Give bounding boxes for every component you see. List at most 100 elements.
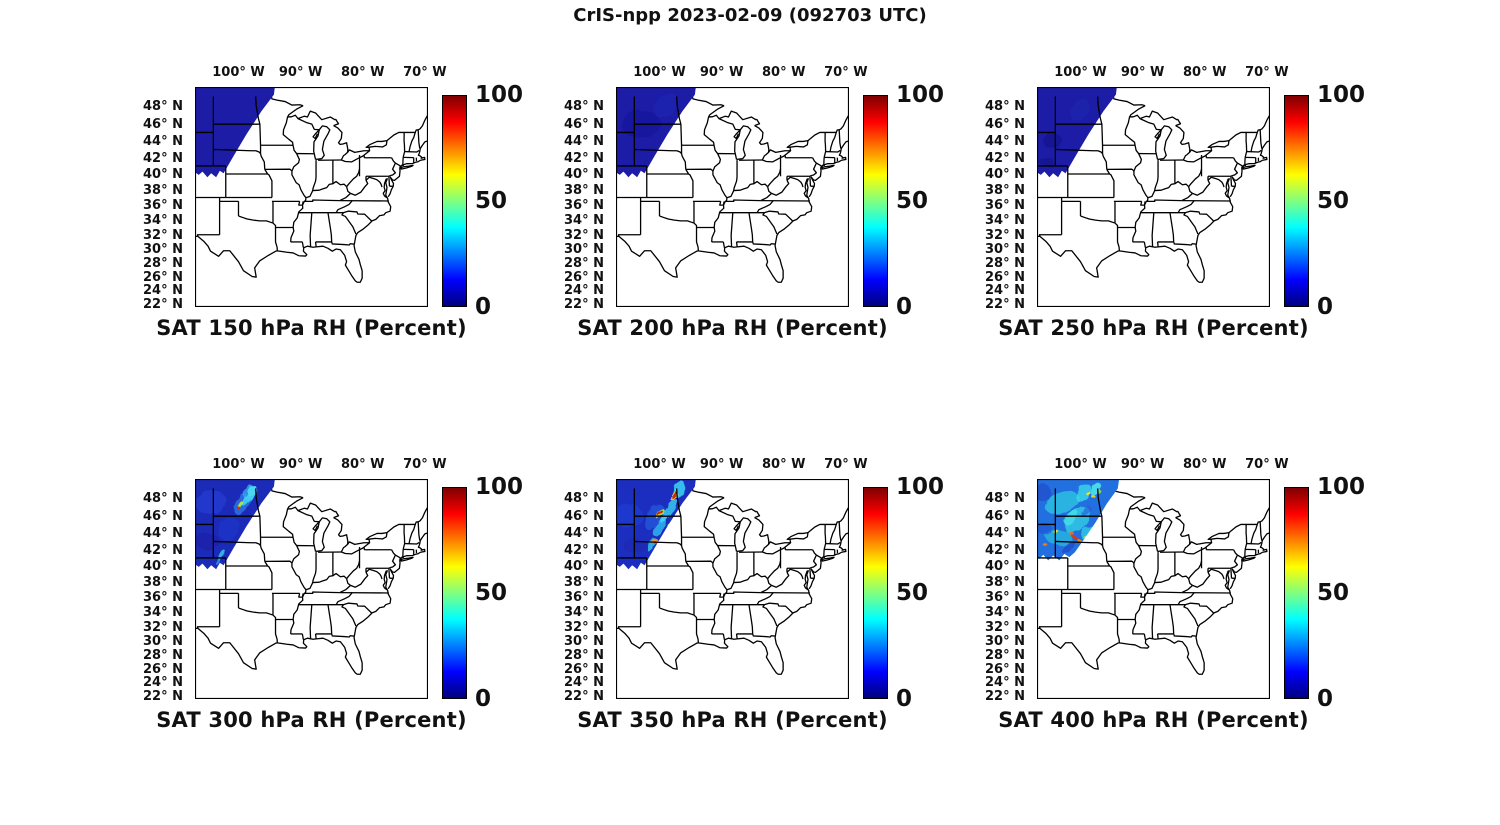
lat-tick-label: 46° N [564, 508, 604, 524]
panel-sat-250-hpa: 100° W 90° W 80° W 70° W 48° N 46° N 44° N 42°… [962, 55, 1365, 355]
lon-tick-label: 100° W [633, 65, 686, 80]
colorbar-tick-min: 0 [475, 294, 492, 320]
colorbar: 100 50 0 [442, 83, 523, 319]
colorbar-gradient [442, 95, 467, 307]
rh-spot [1042, 133, 1063, 150]
map-plot [191, 471, 429, 700]
lon-tick-label: 90° W [278, 65, 323, 80]
longitude-axis: 100° W 90° W 80° W 70° W [1037, 455, 1288, 475]
state-borders [1037, 96, 1270, 283]
lat-tick-label: 40° N [564, 167, 604, 183]
colorbar: 100 50 0 [863, 83, 944, 319]
lat-tick-label: 48° N [143, 98, 183, 114]
panel-sat-300-hpa: 100° W 90° W 80° W 70° W 48° N 46° N 44° N 42°… [120, 447, 523, 747]
lat-tick-label: 28° N [143, 256, 183, 272]
rh-spot [1070, 99, 1090, 122]
lon-tick-label: 70° W [403, 65, 447, 80]
lat-tick-label: 46° N [985, 116, 1025, 132]
lat-tick-label: 38° N [564, 182, 604, 198]
colorbar-gradient [442, 487, 467, 699]
lat-tick-label: 34° N [564, 213, 604, 229]
longitude-axis: 100° W 90° W 80° W 70° W [195, 63, 446, 83]
colorbar-gradient [1284, 487, 1309, 699]
rh-spot [1063, 510, 1079, 525]
lat-tick-label: 36° N [143, 590, 183, 606]
map-svg [612, 79, 850, 308]
lat-tick-label: 44° N [564, 134, 604, 149]
rh-spot [1072, 536, 1080, 541]
lat-tick-label: 48° N [985, 490, 1025, 506]
lat-tick-label: 38° N [985, 574, 1025, 590]
lat-tick-label: 36° N [564, 198, 604, 214]
lon-tick-label: 80° W [341, 65, 385, 80]
lat-tick-label: 36° N [564, 590, 604, 606]
map-svg [612, 471, 850, 700]
lat-tick-label: 22° N [985, 688, 1025, 704]
lat-tick-label: 34° N [143, 605, 183, 621]
colorbar: 100 50 0 [1284, 83, 1365, 319]
lat-tick-label: 40° N [143, 559, 183, 575]
lon-tick-label: 70° W [824, 457, 868, 472]
rh-spot [1038, 157, 1055, 166]
lon-tick-label: 90° W [699, 457, 744, 472]
lat-tick-label: 30° N [985, 242, 1025, 258]
lat-tick-label: 22° N [564, 688, 604, 704]
rh-spot [661, 514, 668, 524]
rh-spot [614, 503, 643, 528]
lat-tick-label: 40° N [564, 559, 604, 575]
lat-tick-label: 28° N [143, 648, 183, 664]
lat-tick-label: 24° N [985, 283, 1025, 299]
rh-spot [653, 519, 667, 537]
latitude-axis: 48° N 46° N 44° N 42° N 40° N 38° N 36° N 34° N… [541, 479, 610, 704]
rh-spot [1091, 495, 1096, 499]
lat-tick-label: 30° N [564, 634, 604, 650]
rh-spot [1081, 505, 1092, 517]
rh-spot [1061, 541, 1075, 554]
map-svg [1033, 79, 1271, 308]
colorbar-tick-max: 100 [896, 82, 945, 108]
lat-tick-label: 36° N [143, 198, 183, 214]
lon-tick-label: 70° W [824, 65, 868, 80]
colorbar: 100 50 0 [1284, 475, 1365, 711]
lat-tick-label: 26° N [143, 661, 183, 677]
lat-tick-label: 24° N [564, 675, 604, 691]
state-borders [1037, 488, 1270, 675]
lat-tick-label: 42° N [985, 150, 1025, 166]
lat-tick-label: 46° N [985, 508, 1025, 524]
lat-tick-label: 34° N [564, 605, 604, 621]
lon-tick-label: 100° W [212, 65, 265, 80]
map-plot [1033, 79, 1271, 308]
colorbar-gradient [863, 95, 888, 307]
lat-tick-label: 44° N [143, 526, 183, 541]
lat-tick-label: 38° N [143, 182, 183, 198]
panel-sat-350-hpa: 100° W 90° W 80° W 70° W 48° N 46° N 44° N 42°… [541, 447, 945, 747]
panel-title: SAT 300 hPa RH (Percent) [156, 708, 467, 732]
colorbar-tick-max: 100 [1317, 82, 1366, 108]
colorbar-tick-mid: 50 [896, 580, 929, 606]
map-frame [194, 86, 429, 308]
lon-tick-label: 90° W [699, 65, 744, 80]
rh-spot [1075, 484, 1092, 502]
latitude-axis: 48° N 46° N 44° N 42° N 40° N 38° N 36° N 34° N… [541, 87, 610, 312]
lon-tick-label: 100° W [1054, 65, 1107, 80]
lon-tick-label: 80° W [1183, 457, 1227, 472]
lon-tick-label: 80° W [341, 457, 385, 472]
state-borders [195, 488, 428, 675]
rh-spot [671, 490, 677, 499]
lat-tick-label: 44° N [564, 526, 604, 541]
lat-tick-label: 34° N [985, 605, 1025, 621]
lat-tick-label: 30° N [143, 634, 183, 650]
lat-tick-label: 32° N [985, 227, 1025, 243]
lat-tick-label: 42° N [143, 150, 183, 166]
lat-tick-label: 30° N [143, 242, 183, 258]
longitude-axis: 100° W 90° W 80° W 70° W [1037, 63, 1288, 83]
lat-tick-label: 28° N [985, 256, 1025, 272]
colorbar-tick-min: 0 [475, 686, 492, 712]
lon-tick-label: 100° W [633, 457, 686, 472]
lon-tick-label: 70° W [1245, 457, 1289, 472]
colorbar-tick-mid: 50 [475, 188, 508, 214]
colorbar-tick-max: 100 [896, 474, 945, 500]
lon-tick-label: 100° W [212, 457, 265, 472]
colorbar-tick-mid: 50 [475, 580, 508, 606]
state-borders [616, 488, 849, 675]
